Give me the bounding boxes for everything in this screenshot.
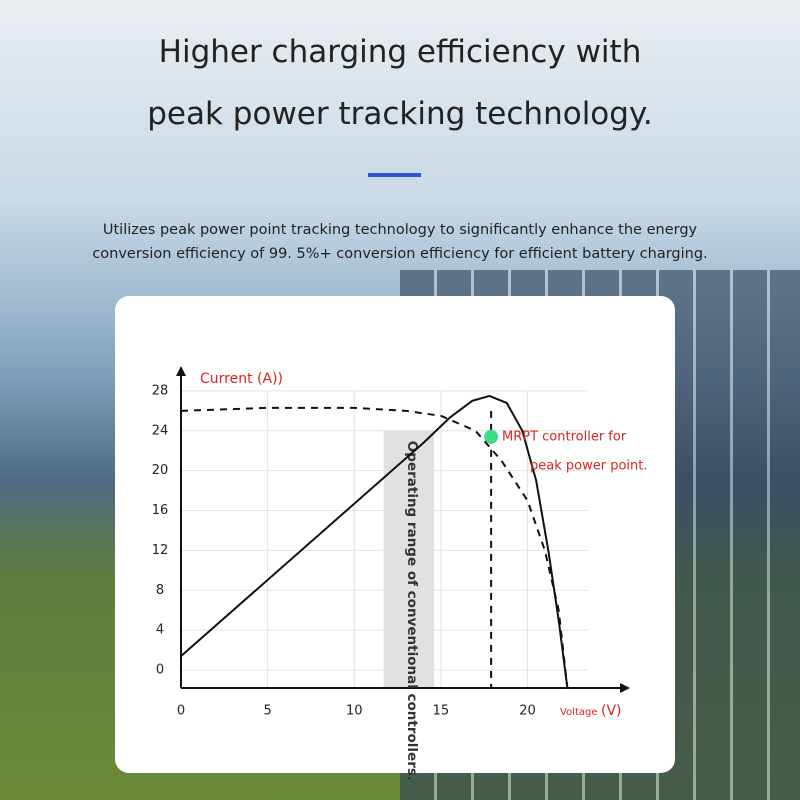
x-axis-label: Voltage (560, 707, 598, 718)
description: conversion efficiency of 99. 5%+ convers… (92, 246, 708, 262)
description: Utilizes peak power point tracking techn… (102, 222, 698, 238)
operating-band (383, 430, 434, 688)
series-line (180, 406, 569, 689)
y-axis-label: Current (A)) (200, 371, 283, 387)
y-tick-label: 20 (152, 463, 169, 478)
title: Higher charging efficiency with (158, 34, 642, 70)
series-line (180, 394, 569, 689)
y-tick-label: 28 (152, 383, 169, 398)
x-tick-label: 20 (519, 704, 536, 719)
y-tick-label: 8 (156, 583, 164, 598)
y-tick-label: 12 (152, 543, 169, 558)
x-arrow (620, 683, 630, 693)
x-tick-label: 10 (346, 704, 363, 719)
mppt-point (484, 429, 499, 444)
y-tick-label: 0 (156, 663, 164, 678)
x-tick-label: 5 (263, 704, 271, 719)
y-tick-label: 24 (152, 423, 169, 438)
x-axis-unit: (V) (601, 703, 622, 719)
divider (368, 173, 421, 177)
y-tick-label: 16 (152, 503, 169, 518)
band-label: Operating range of conventional controll… (404, 441, 420, 781)
x-tick-label: 0 (177, 704, 185, 719)
mppt-label: MRPT controller for (502, 430, 627, 445)
x-tick-label: 15 (433, 704, 450, 719)
y-arrow (176, 366, 186, 376)
title: peak power tracking technology. (147, 96, 653, 132)
mppt-label: peak power point. (530, 459, 647, 474)
y-tick-label: 4 (156, 623, 164, 638)
